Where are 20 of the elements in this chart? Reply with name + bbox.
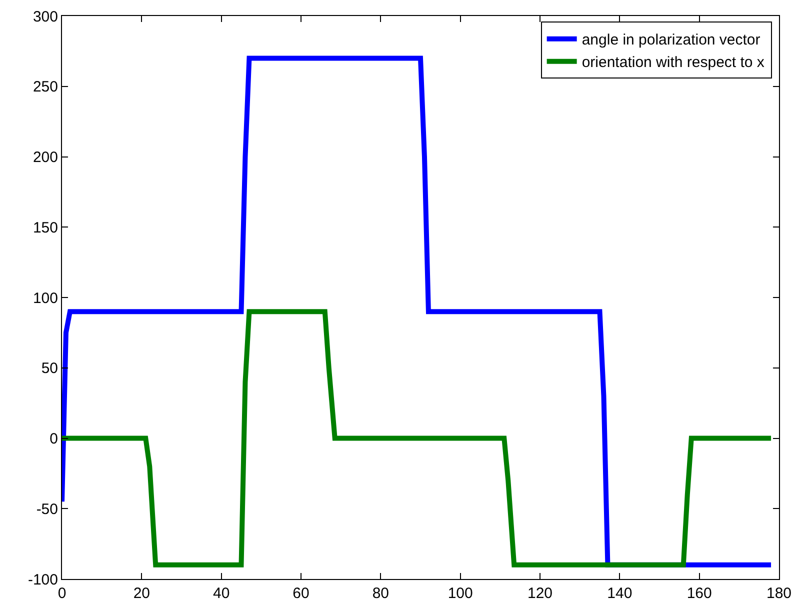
x-tick-label: 40: [212, 585, 230, 602]
legend-label: orientation with respect to x: [582, 54, 765, 72]
y-tick-label: -100: [28, 571, 58, 588]
x-tick-label: 20: [133, 585, 150, 602]
y-tick-label: 0: [50, 430, 58, 448]
legend-label: angle in polarization vector: [582, 32, 760, 49]
y-tick-label: 150: [32, 219, 58, 236]
x-tick-label: 140: [607, 585, 632, 602]
y-tick-label: 250: [32, 78, 58, 96]
y-tick-label: 100: [32, 290, 58, 307]
x-tick-label: 60: [292, 585, 310, 602]
x-tick-label: 160: [686, 585, 712, 602]
y-tick-label: 200: [32, 149, 58, 166]
y-tick-label: 50: [41, 360, 58, 378]
x-tick-label: 120: [527, 585, 553, 602]
x-tick-label: 100: [448, 585, 473, 602]
y-tick-label: 300: [32, 8, 58, 26]
y-tick-label: -50: [36, 500, 58, 518]
x-tick-label: 80: [372, 585, 390, 602]
x-tick-label: 180: [766, 585, 792, 602]
